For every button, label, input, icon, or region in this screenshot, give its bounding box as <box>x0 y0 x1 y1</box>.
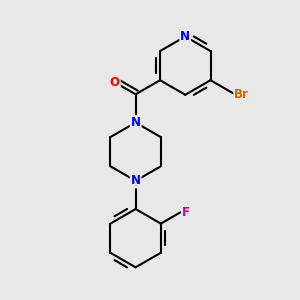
Text: F: F <box>182 206 190 219</box>
Text: N: N <box>130 174 141 187</box>
Text: N: N <box>180 30 190 43</box>
Text: N: N <box>130 116 141 129</box>
Text: O: O <box>110 76 120 89</box>
Text: Br: Br <box>234 88 249 101</box>
